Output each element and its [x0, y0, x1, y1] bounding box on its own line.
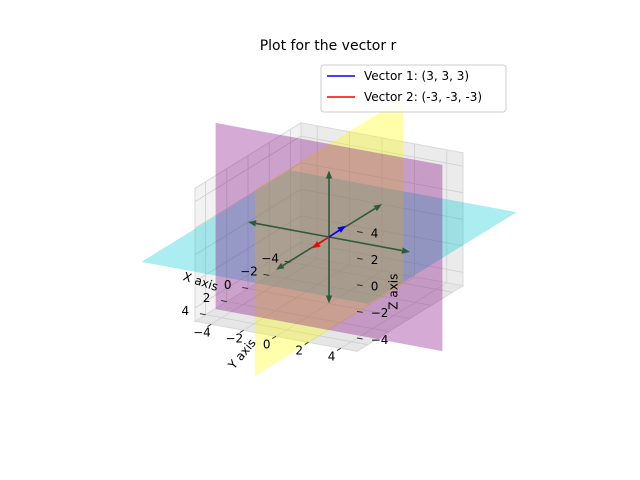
y-axis-arrow-shaft — [328, 236, 403, 252]
gridline-z — [194, 241, 464, 309]
vector-2-shaft — [318, 236, 330, 245]
x-tick-label: 0 — [224, 278, 232, 292]
x-tick-label: 4 — [182, 304, 190, 318]
gridline-z — [194, 215, 464, 282]
x-tick — [199, 313, 206, 316]
legend: Vector 1: (3, 3, 3) Vector 2: (-3, -3, -… — [320, 64, 507, 113]
x-tick — [284, 260, 291, 263]
y-tick — [304, 341, 309, 345]
y-tick-label: 4 — [328, 349, 336, 363]
z-tick-label: −2 — [371, 306, 389, 320]
z-axis-arrow-head — [325, 170, 333, 179]
z-tick-label: 4 — [371, 226, 379, 240]
x-tick — [263, 273, 270, 276]
y-tick-label: −2 — [225, 331, 243, 345]
y-tick — [272, 335, 277, 339]
z-tick — [356, 284, 363, 287]
gridline-y — [308, 143, 415, 343]
y-tick — [239, 329, 244, 333]
legend-label-vector-2: Vector 2: (-3, -3, -3) — [364, 90, 482, 104]
gridline-z — [194, 162, 464, 229]
x-tick-label: −2 — [240, 265, 258, 279]
vector-2-head — [312, 241, 321, 249]
x-tick — [242, 286, 249, 289]
vector-1-shaft — [328, 229, 340, 238]
neg-x-axis-arrow-head — [373, 204, 382, 212]
z-tick — [356, 257, 363, 260]
z-tick-label: 0 — [371, 280, 379, 294]
z-tick — [356, 337, 363, 340]
z-tick — [356, 231, 363, 234]
gridline-y — [340, 149, 448, 349]
z-tick — [356, 310, 363, 313]
gridline-y — [243, 131, 351, 331]
y-tick-label: 2 — [295, 343, 303, 357]
gridline-z — [194, 135, 464, 202]
y-tick-label: 0 — [263, 337, 271, 351]
z-tick-label: 2 — [371, 253, 379, 267]
y-tick — [207, 323, 212, 327]
gridline-y — [210, 125, 318, 325]
gridline-y — [275, 137, 383, 337]
neg-y-axis-arrow-head — [248, 220, 257, 227]
legend-frame — [320, 64, 507, 113]
legend-label-vector-1: Vector 1: (3, 3, 3) — [364, 69, 469, 83]
vector-1-head — [337, 225, 346, 233]
x-axis-arrow-head — [276, 262, 285, 270]
x-tick-label: −4 — [261, 252, 279, 266]
vectors — [312, 225, 346, 249]
chart-title: Plot for the vector r — [260, 38, 397, 54]
gridline-z — [194, 188, 464, 256]
z-tick-label: −4 — [371, 333, 389, 347]
y-tick — [336, 347, 342, 351]
x-tick — [221, 300, 227, 303]
y-tick-label: −4 — [193, 325, 211, 339]
z-axis-label: Z axis — [386, 274, 400, 310]
y-axis-arrow-head — [401, 247, 410, 254]
grid — [194, 125, 464, 349]
neg-y-axis-arrow-shaft — [255, 222, 330, 238]
neg-z-axis-arrow-head — [325, 295, 333, 304]
x-tick-label: 2 — [203, 291, 211, 305]
